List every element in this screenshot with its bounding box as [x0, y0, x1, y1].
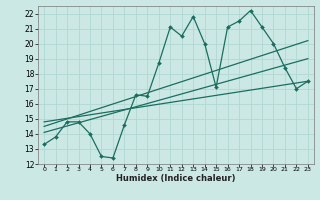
X-axis label: Humidex (Indice chaleur): Humidex (Indice chaleur) — [116, 174, 236, 183]
